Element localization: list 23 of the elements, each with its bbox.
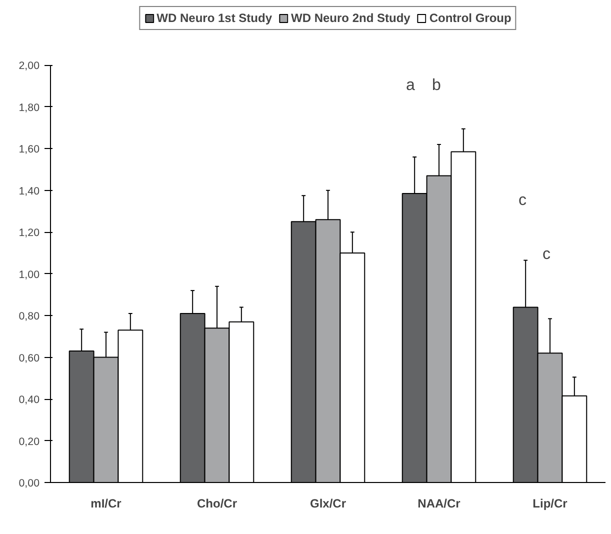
legend-label: Control Group — [429, 11, 512, 25]
annotation: c — [518, 192, 526, 209]
y-tick-label: 1,20 — [18, 227, 40, 240]
y-tick-label: 0,20 — [18, 436, 40, 448]
y-tick-label: 0,00 — [18, 478, 40, 490]
y-tick-label: 1,00 — [18, 268, 40, 281]
x-tick-label: Cho/Cr — [197, 496, 238, 510]
y-tick-label: 0,60 — [18, 352, 40, 364]
annotation: b — [432, 77, 442, 94]
y-tick-label: 0,80 — [18, 310, 40, 323]
x-tick-label: NAA/Cr — [418, 496, 461, 510]
y-tick-label: 1,40 — [18, 185, 40, 198]
legend-label: WD Neuro 1st Study — [156, 11, 272, 25]
x-tick-label: Glx/Cr — [310, 496, 346, 510]
x-tick-label: mI/Cr — [90, 496, 122, 510]
annotation: a — [406, 77, 416, 94]
legend-label: WD Neuro 2nd Study — [291, 11, 410, 25]
annotation: c — [542, 246, 550, 263]
x-tick-label: Lip/Cr — [532, 496, 568, 510]
y-tick-label: 1,80 — [18, 102, 40, 114]
y-tick-label: 2,00 — [18, 60, 40, 72]
y-tick-label: 0,40 — [18, 394, 40, 406]
y-tick-label: 1,60 — [18, 144, 40, 156]
